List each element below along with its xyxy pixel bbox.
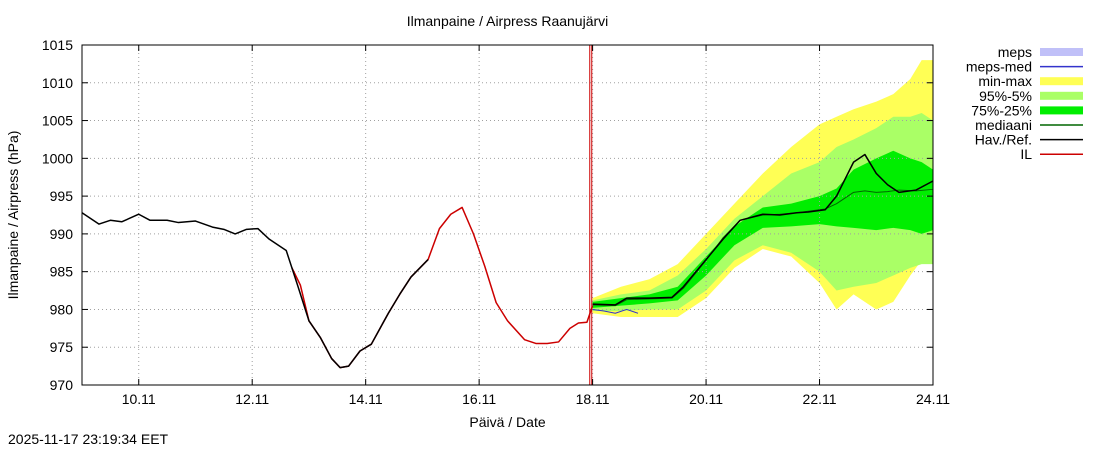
x-axis-label: Päivä / Date xyxy=(469,414,545,430)
legend-label-p95-5: 95%-5% xyxy=(979,88,1032,104)
chart-title: Ilmanpaine / Airpress Raanujärvi xyxy=(407,13,609,29)
p75-25-band xyxy=(592,150,933,308)
forecast-bands xyxy=(592,60,933,317)
y-tick-label: 995 xyxy=(50,188,74,204)
observed-forecast-line xyxy=(592,153,934,306)
legend-swatch-meps xyxy=(1040,48,1083,56)
observed-line xyxy=(81,212,429,369)
y-tick-label: 975 xyxy=(50,339,74,355)
y-tick-label: 1005 xyxy=(42,113,73,129)
x-tick-label: 20.11 xyxy=(689,391,723,407)
legend-swatch-p75-25 xyxy=(1040,106,1083,115)
y-tick-label: 985 xyxy=(50,264,74,280)
legend-label-p75-25: 75%-25% xyxy=(971,102,1032,118)
x-tick-label: 24.11 xyxy=(916,391,950,407)
y-tick-label: 1015 xyxy=(42,37,73,53)
x-tick-label: 12.11 xyxy=(235,391,269,407)
legend-label-minmax: min-max xyxy=(978,73,1032,89)
legend-swatch-p95-5 xyxy=(1040,91,1083,100)
plot-frame xyxy=(81,44,934,386)
y-tick-label: 970 xyxy=(50,377,74,393)
legend: mepsmeps-medmin-max95%-5%75%-25%mediaani… xyxy=(966,44,1083,162)
legend-label-meps: meps xyxy=(998,44,1032,60)
y-tick-label: 990 xyxy=(50,226,74,242)
y-tick-label: 980 xyxy=(50,301,74,317)
legend-label-meps-med: meps-med xyxy=(966,59,1032,75)
timestamp: 2025-11-17 23:19:34 EET xyxy=(8,431,169,447)
y-tick-label: 1000 xyxy=(42,150,73,166)
legend-label-median: mediaani xyxy=(975,117,1032,133)
x-tick-label: 16.11 xyxy=(462,391,496,407)
x-tick-label: 18.11 xyxy=(576,391,610,407)
x-tick-label: 22.11 xyxy=(803,391,837,407)
x-tick-label: 10.11 xyxy=(122,391,156,407)
grid-lines xyxy=(82,45,933,385)
x-tick-label: 14.11 xyxy=(349,391,383,407)
y-axis-label: Ilmanpaine / Airpress (hPa) xyxy=(5,131,21,300)
meps-med-line xyxy=(592,308,639,314)
axes: 970 975 980 985 990 995 1000 1005 1010 1015 10.11 1… xyxy=(42,37,950,407)
y-tick-label: 1010 xyxy=(42,75,73,91)
legend-label-il: IL xyxy=(1020,146,1032,162)
legend-label-observed: Hav./Ref. xyxy=(975,132,1032,148)
legend-swatch-minmax xyxy=(1040,77,1083,86)
data-lines xyxy=(81,45,934,385)
